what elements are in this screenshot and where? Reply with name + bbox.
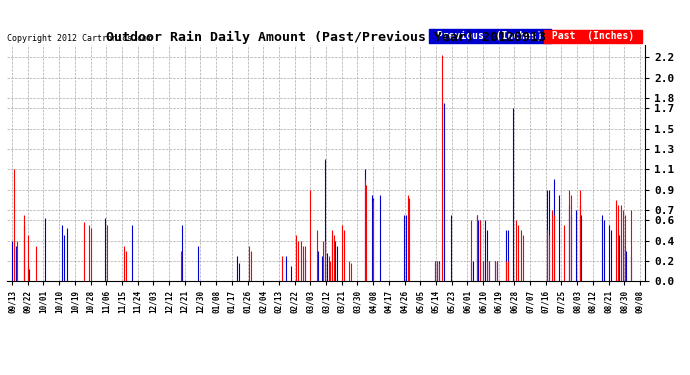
Text: Copyright 2012 Cartronics.com: Copyright 2012 Cartronics.com [7,34,152,43]
Text: Past  (Inches): Past (Inches) [546,32,640,42]
Title: Outdoor Rain Daily Amount (Past/Previous Year) 20120913: Outdoor Rain Daily Amount (Past/Previous… [106,31,546,44]
Text: Previous  (Inches): Previous (Inches) [431,32,549,42]
